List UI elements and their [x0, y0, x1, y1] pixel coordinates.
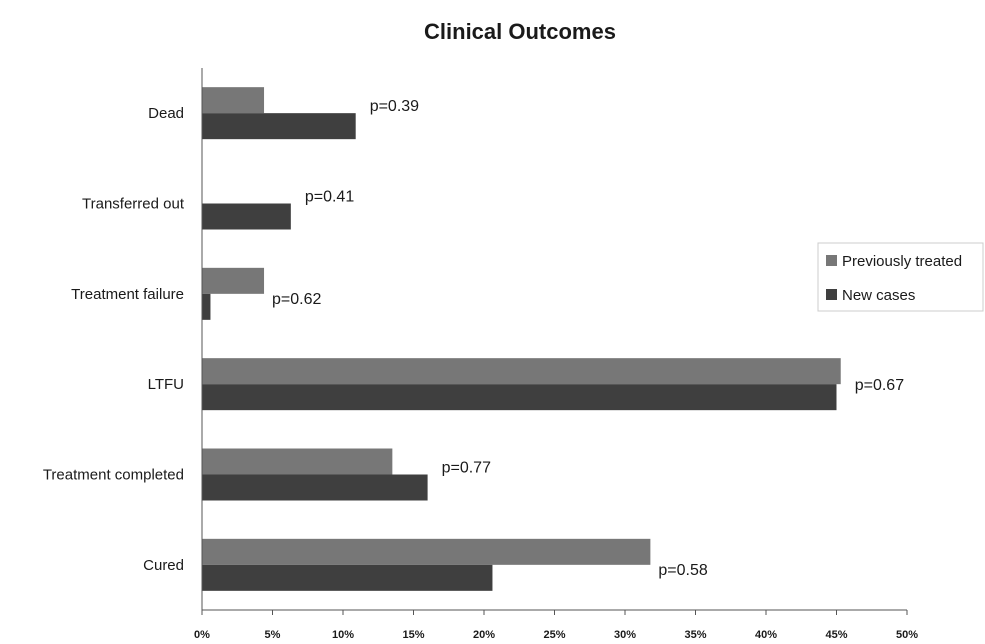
legend-swatch [826, 255, 837, 266]
x-tick-label: 35% [684, 629, 706, 641]
category-label: Treatment completed [43, 467, 184, 484]
x-tick-label: 10% [332, 629, 354, 641]
legend-label: New cases [842, 287, 915, 304]
p-value-label: p=0.41 [305, 189, 354, 206]
bar-new-cases [202, 293, 211, 320]
x-tick-label: 25% [543, 629, 565, 641]
bar-previously-treated [202, 87, 265, 114]
x-tick-label: 45% [825, 629, 847, 641]
x-tick-label: 0% [194, 629, 210, 641]
x-tick-label: 20% [473, 629, 495, 641]
labels-layer: Dead p=0.39 Transferred out p=0.41 Treatment… [43, 98, 904, 579]
bar-new-cases [202, 203, 291, 230]
bar-new-cases [202, 113, 356, 140]
p-value-label: p=0.77 [442, 460, 491, 477]
p-value-label: p=0.58 [658, 562, 707, 579]
bar-previously-treated [202, 538, 651, 565]
p-value-label: p=0.67 [855, 377, 904, 394]
bars-layer [202, 87, 841, 591]
x-tick-label: 50% [896, 629, 918, 641]
bar-previously-treated [202, 267, 265, 294]
legend-label: Previously treated [842, 253, 962, 270]
bar-new-cases [202, 474, 428, 501]
category-label: Cured [143, 557, 184, 574]
p-value-label: p=0.39 [370, 98, 419, 115]
category-label: Transferred out [82, 196, 185, 213]
bar-previously-treated [202, 358, 841, 385]
legend-box [817, 242, 984, 312]
x-axis-ticks: 0% 5% 10% 15% 20% 25% 30% 35% 40% 45% 50% [194, 610, 918, 641]
bar-new-cases [202, 384, 837, 411]
x-tick-label: 40% [755, 629, 777, 641]
bar-previously-treated [202, 448, 393, 475]
category-label: Dead [148, 105, 184, 122]
legend: Previously treated New cases [817, 242, 984, 312]
category-label: Treatment failure [71, 286, 184, 303]
legend-swatch [826, 289, 837, 300]
x-tick-label: 30% [614, 629, 636, 641]
p-value-label: p=0.62 [272, 291, 321, 308]
bar-new-cases [202, 564, 493, 591]
chart-title: Clinical Outcomes [424, 19, 616, 44]
x-tick-label: 15% [402, 629, 424, 641]
x-tick-label: 5% [265, 629, 281, 641]
category-label: LTFU [148, 376, 184, 393]
